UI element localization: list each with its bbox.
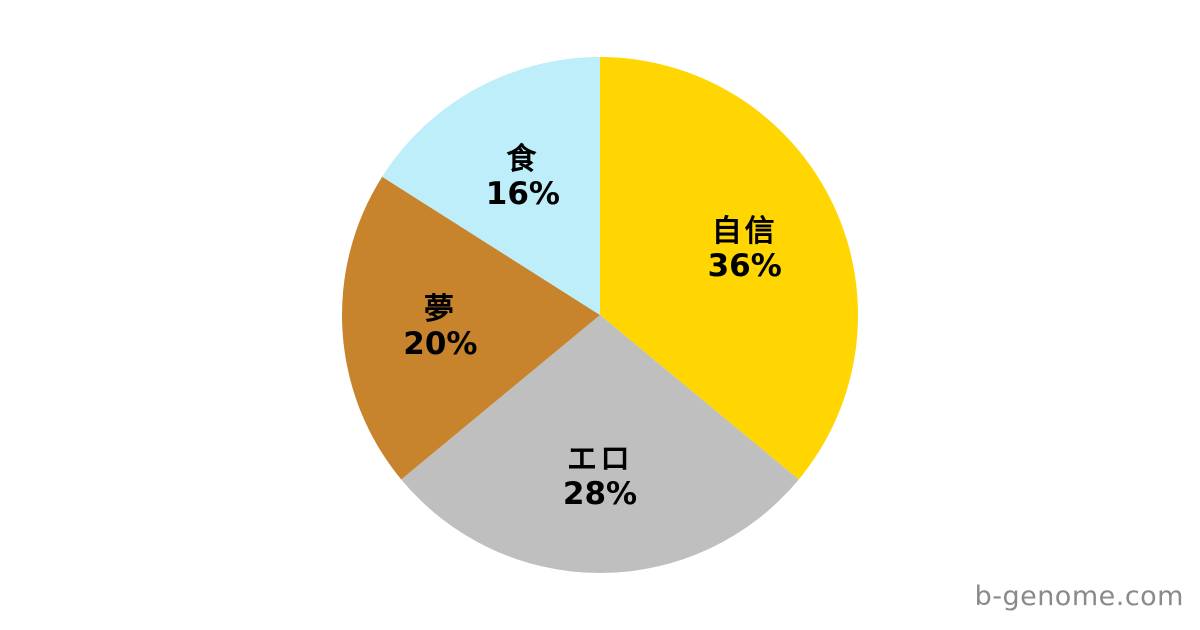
pie-slice-label-0: 自信 <box>712 214 778 249</box>
watermark-text: b-genome.com <box>974 581 1184 612</box>
pie-slices-group <box>341 56 859 574</box>
pie-slice-0 <box>600 56 859 480</box>
pie-slice-label-3: 食 <box>506 142 539 177</box>
pie-slice-percent-1: 28% <box>563 476 637 512</box>
pie-slice-2 <box>341 176 600 480</box>
pie-slice-label-2: 夢 <box>424 292 457 327</box>
pie-slice-percent-0: 36% <box>708 248 782 284</box>
pie-slice-1 <box>401 315 799 574</box>
pie-slice-percent-3: 16% <box>486 176 560 212</box>
pie-slice-3 <box>382 57 600 315</box>
pie-slice-percent-2: 20% <box>403 326 477 362</box>
pie-slice-label-1: エロ <box>567 442 633 477</box>
